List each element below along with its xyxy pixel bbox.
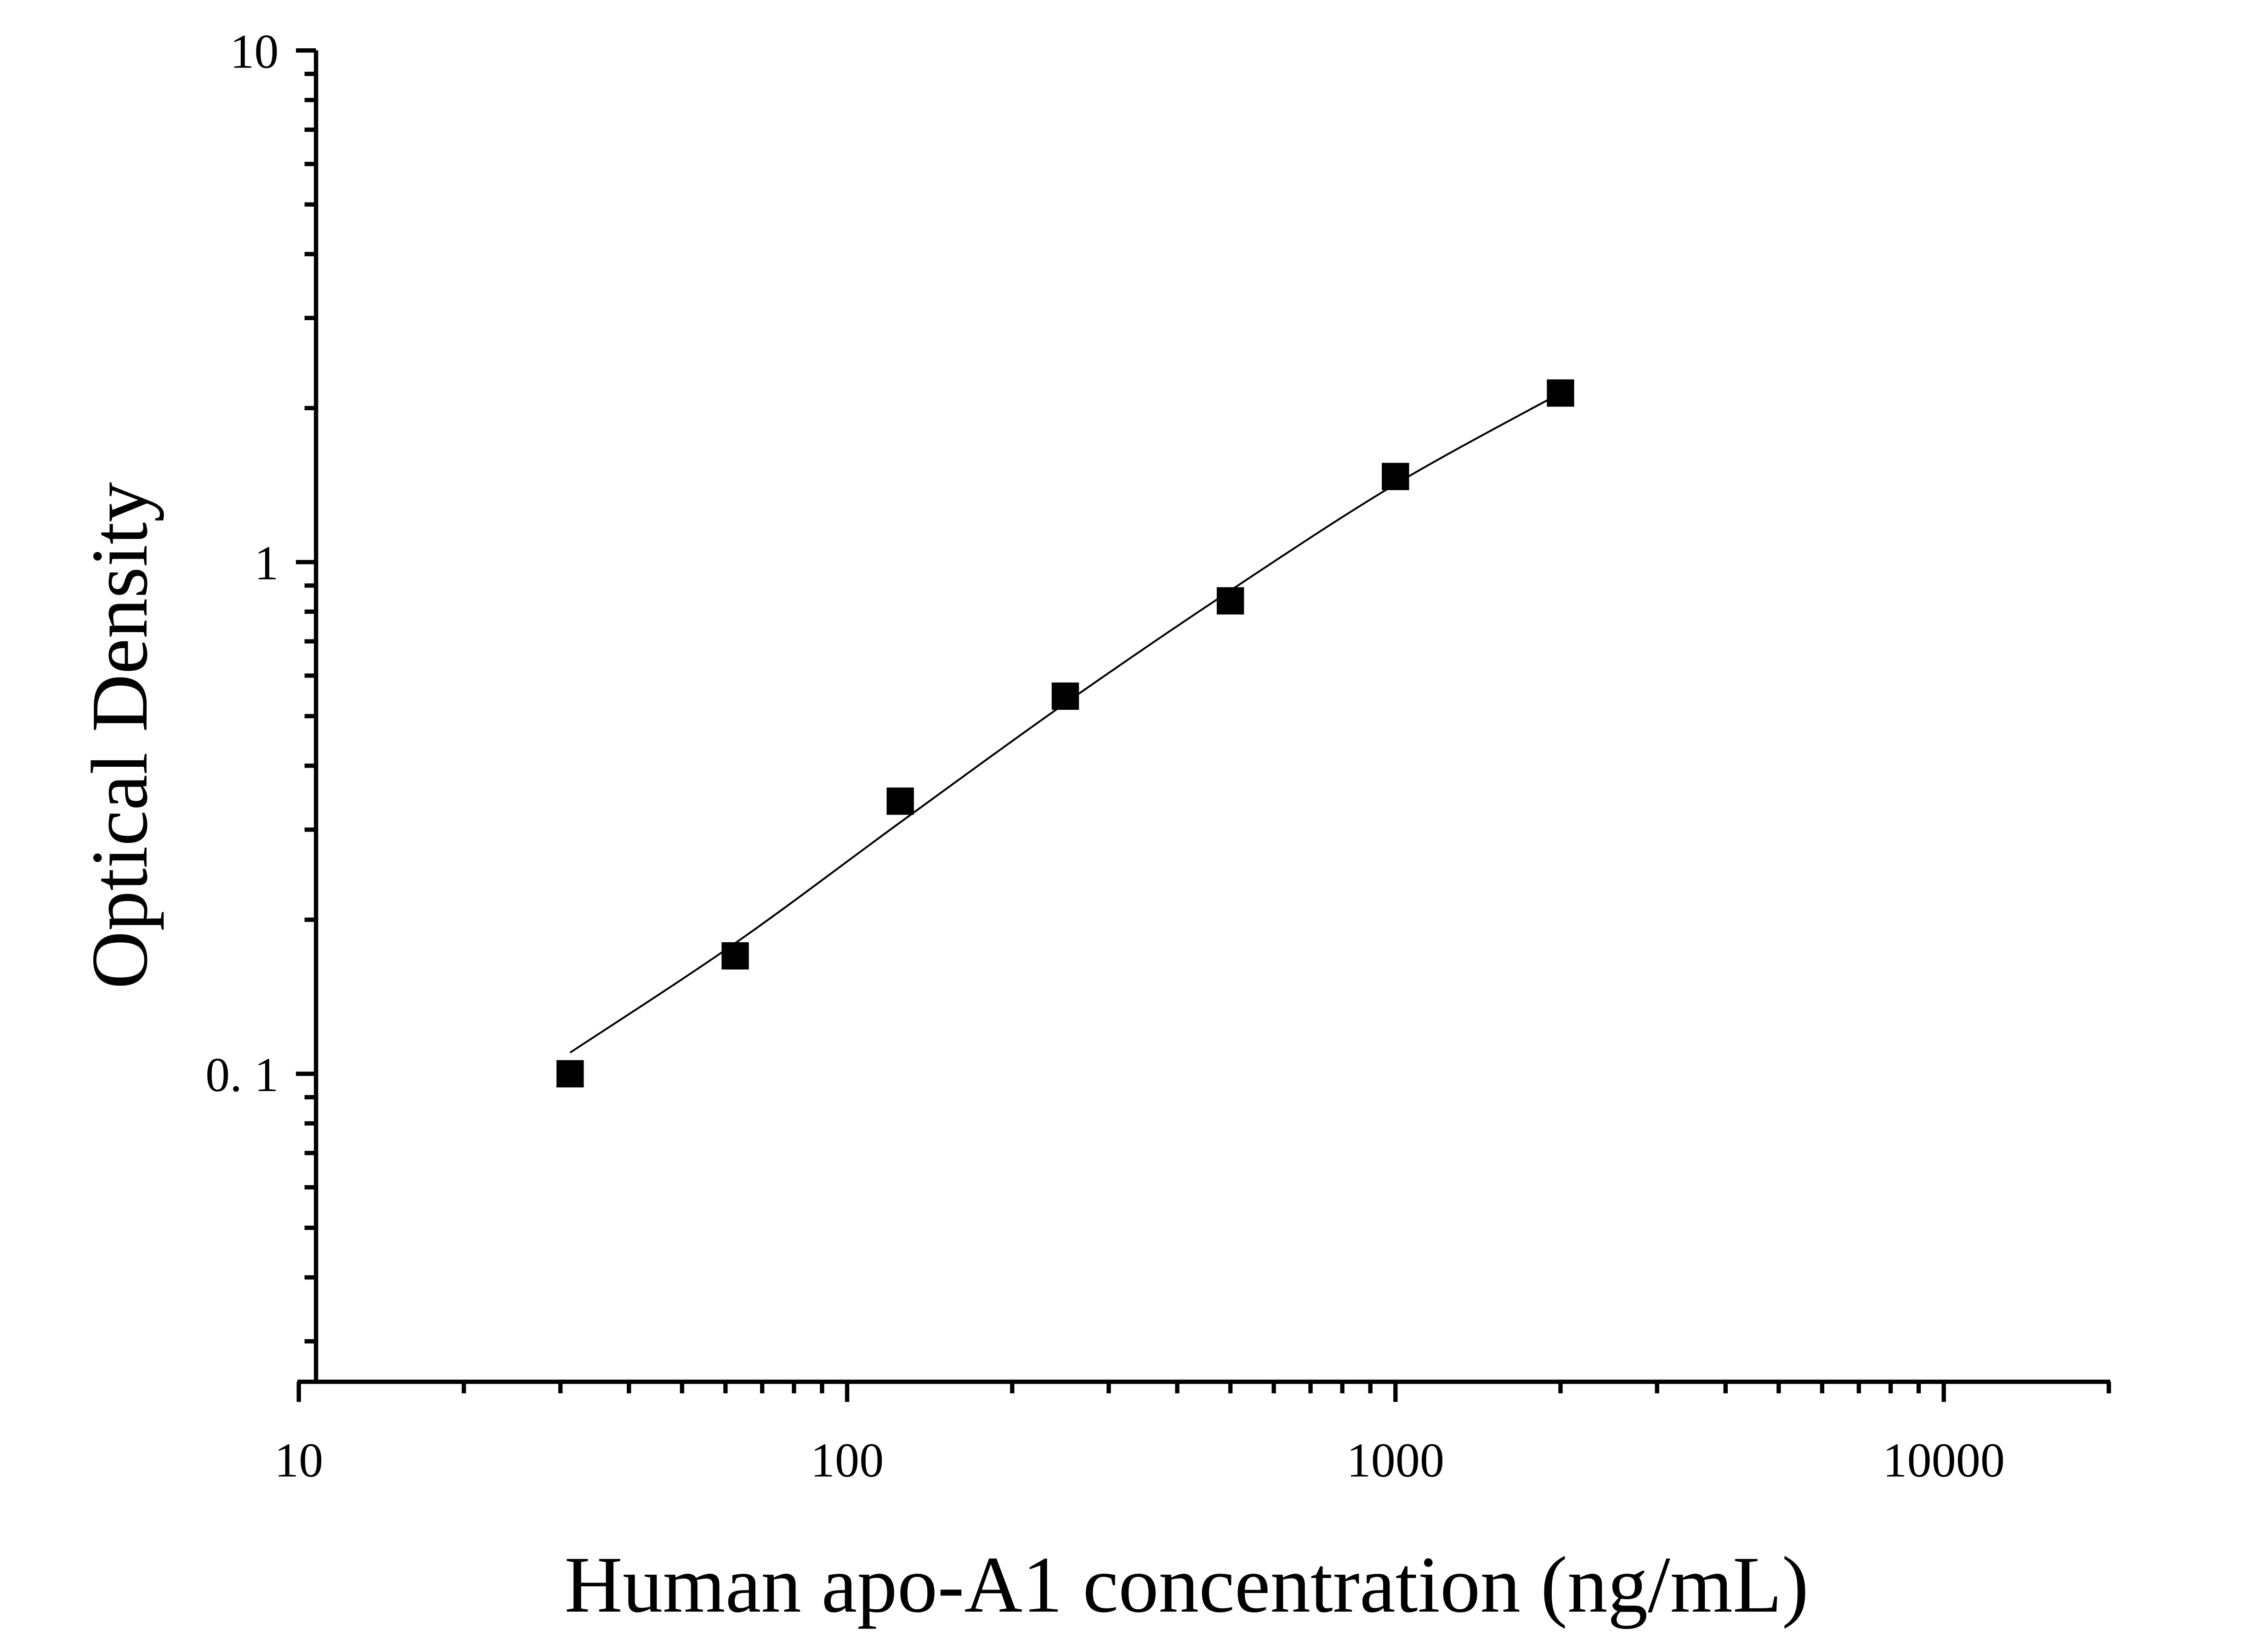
y-tick-label: 10 <box>230 24 278 78</box>
fit-curve <box>569 392 1561 1053</box>
data-point <box>721 942 749 970</box>
data-point <box>1216 587 1244 615</box>
ticks: 0. 1 1 10 10 100 1000 10000 <box>205 24 2111 1487</box>
data-point <box>1547 379 1574 407</box>
x-tick-label: 10 <box>274 1433 323 1487</box>
fit-curve-group <box>569 392 1561 1053</box>
data-point <box>556 1060 584 1088</box>
x-tick-label: 100 <box>811 1433 884 1487</box>
x-tick-label: 10000 <box>1883 1433 2005 1487</box>
axes <box>297 50 2111 1384</box>
data-point <box>1051 682 1079 710</box>
x-tick-label: 1000 <box>1347 1433 1445 1487</box>
x-axis-label: Human apo-A1 concentration (ng/mL) <box>564 1540 1809 1629</box>
data-point <box>886 787 914 815</box>
y-tick-label: 1 <box>254 536 278 590</box>
data-point <box>1382 463 1409 490</box>
data-points <box>556 379 1574 1088</box>
y-tick-label: 0. 1 <box>205 1047 278 1102</box>
y-axis-label: Optical Density <box>75 482 164 989</box>
